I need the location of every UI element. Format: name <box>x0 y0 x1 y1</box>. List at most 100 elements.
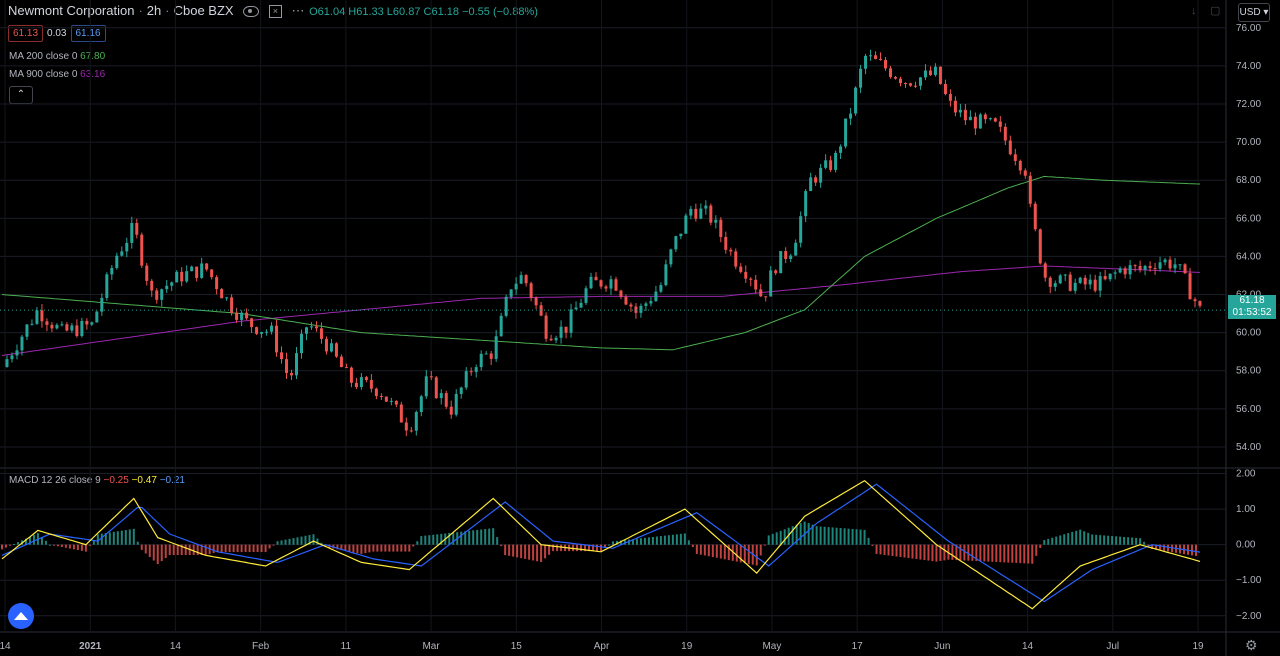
macd-histogram-bar <box>643 537 646 545</box>
candle <box>918 76 922 90</box>
macd-histogram-bar <box>819 526 822 545</box>
ask-button[interactable]: 61.16 <box>70 25 106 42</box>
macd-histogram-bar <box>80 544 83 551</box>
candle <box>394 400 398 408</box>
time-tick-label: Mar <box>422 641 440 652</box>
candle <box>334 342 338 358</box>
macd-histogram-bar <box>615 540 618 545</box>
macd-histogram-bar <box>348 544 351 552</box>
macd-histogram-bar <box>683 533 686 545</box>
macd-histogram-bar <box>284 539 287 545</box>
macd-legend[interactable]: MACD 12 26 close 9 −0.25 −0.47 −0.21 <box>9 475 185 486</box>
macd-histogram-bar <box>360 544 363 554</box>
interval[interactable]: 2h <box>146 3 162 18</box>
download-icon[interactable]: ↓ <box>1191 5 1197 17</box>
macd-line-value: −0.47 <box>131 475 157 486</box>
time-tick-label: 15 <box>511 641 523 652</box>
chevron-up-icon[interactable]: ⌃ <box>9 86 33 104</box>
macd-histogram-bar <box>731 544 734 561</box>
candle <box>1098 271 1102 298</box>
price-tick-label: 54.00 <box>1236 442 1261 453</box>
candle <box>664 259 668 287</box>
macd-histogram-bar <box>847 528 850 545</box>
candle <box>624 294 628 306</box>
fullscreen-icon[interactable]: ▢ <box>1210 5 1221 17</box>
tradingview-logo-icon[interactable] <box>8 603 34 629</box>
candle <box>889 65 893 79</box>
macd-histogram-bar <box>68 544 71 549</box>
candle <box>20 334 24 356</box>
macd-histogram-bar <box>224 544 227 553</box>
eye-icon[interactable] <box>243 6 260 18</box>
macd-histogram-bar <box>799 523 802 545</box>
macd-histogram-bar <box>719 544 722 559</box>
macd-histogram-bar <box>919 544 922 560</box>
macd-histogram-bar <box>1131 537 1134 545</box>
macd-histogram-bar <box>895 544 898 557</box>
macd-histogram-bar <box>1115 536 1118 545</box>
macd-histogram-bar <box>1091 534 1094 545</box>
time-tick-label: Jun <box>934 641 950 652</box>
currency-button[interactable]: USD ▾ <box>1238 3 1270 22</box>
candle <box>774 269 778 276</box>
ma900-legend[interactable]: MA 900 close 0 63.16 <box>9 69 105 80</box>
candle <box>734 248 738 270</box>
time-tick-label: 2021 <box>79 641 102 652</box>
more-icon[interactable]: ⋯ <box>291 3 306 18</box>
candle <box>894 75 898 80</box>
close-icon[interactable]: × <box>268 5 282 19</box>
candle <box>1108 273 1112 282</box>
candle <box>409 426 413 433</box>
candle <box>659 282 663 294</box>
macd-histogram-bar <box>556 544 559 552</box>
macd-histogram-bar <box>16 542 19 545</box>
macd-histogram-bar <box>623 540 626 545</box>
macd-histogram-bar <box>588 544 591 552</box>
candle <box>309 322 313 330</box>
macd-histogram-bar <box>843 528 846 545</box>
macd-histogram-bar <box>1151 544 1154 550</box>
high-label: H <box>348 6 357 18</box>
time-tick-label: Feb <box>252 641 270 652</box>
time-tick-label: May <box>762 641 781 652</box>
macd-histogram-bar <box>420 536 423 545</box>
candle <box>1068 271 1072 292</box>
candle <box>1178 264 1182 270</box>
macd-histogram-bar <box>236 544 239 553</box>
candle <box>150 279 154 297</box>
candle <box>684 213 688 234</box>
candle <box>349 366 353 388</box>
macd-histogram-bar <box>472 530 475 545</box>
macd-histogram-bar <box>48 544 51 546</box>
chart-header: Newmont Corporation · 2h · Cboe BZX × ⋯ O61.… <box>8 3 538 21</box>
macd-histogram-bar <box>596 544 599 552</box>
macd-histogram-bar <box>863 529 866 545</box>
ma200-legend[interactable]: MA 200 close 0 67.80 <box>9 51 105 62</box>
macd-histogram-bar <box>859 529 862 545</box>
macd-histogram-bar <box>611 541 614 545</box>
settings-gear-icon[interactable]: ⚙ <box>1245 637 1258 653</box>
candle <box>434 375 438 399</box>
macd-histogram-bar <box>580 544 583 552</box>
macd-histogram-bar <box>999 544 1002 563</box>
macd-histogram-bar <box>56 544 59 547</box>
macd-histogram-bar <box>763 544 766 546</box>
macd-histogram-bar <box>1087 532 1090 545</box>
symbol-name[interactable]: Newmont Corporation <box>8 3 135 18</box>
macd-histogram-bar <box>687 540 690 545</box>
candle <box>963 104 967 126</box>
candle <box>65 322 69 332</box>
macd-histogram-bar <box>196 544 199 556</box>
macd-histogram-bar <box>432 534 435 545</box>
bid-button[interactable]: 61.13 <box>8 25 44 42</box>
macd-histogram-bar <box>524 544 527 559</box>
candle <box>908 82 912 87</box>
candle <box>988 117 992 121</box>
macd-histogram-bar <box>1079 529 1082 545</box>
macd-histogram-bar <box>979 544 982 562</box>
macd-histogram-bar <box>28 536 31 545</box>
macd-histogram-bar <box>452 532 455 545</box>
candle <box>329 338 333 353</box>
